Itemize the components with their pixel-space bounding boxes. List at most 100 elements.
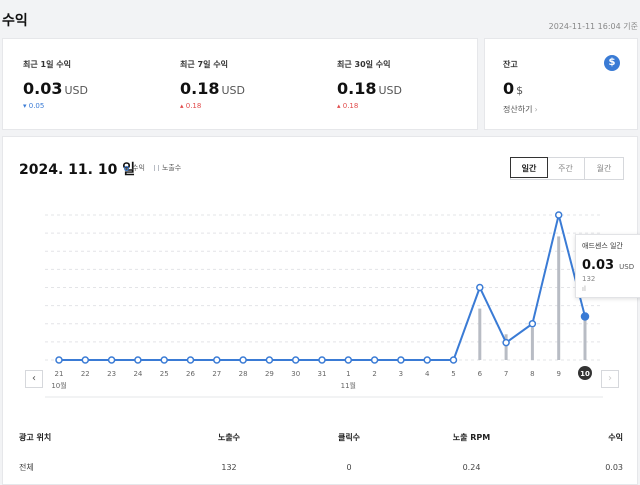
stat-7day: 최근 7일 수익 0.18 USD ▴ 0.18: [180, 59, 245, 110]
table-cell: 132: [221, 462, 237, 472]
table-cell: 0.24: [462, 462, 481, 472]
revenue-point: [476, 283, 484, 292]
stat-value: 0.18: [180, 79, 220, 98]
page-title: 수익: [2, 13, 28, 29]
revenue-point: [213, 356, 221, 364]
tab-monthly[interactable]: 월간: [596, 164, 612, 173]
tab-daily[interactable]: 일간: [510, 157, 548, 178]
revenue-point: [397, 356, 405, 364]
legend-impressions: 노출수: [153, 163, 181, 173]
tooltip-unit: USD: [619, 263, 635, 271]
impressions-bar: [583, 316, 587, 360]
revenue-point: [107, 356, 116, 364]
impressions-bar: [504, 334, 508, 360]
balance: 잔고 0 $ 정산하기 ›: [503, 59, 538, 115]
revenue-point: [449, 356, 458, 364]
x-tick-label: 2: [372, 370, 376, 378]
chart-next-button[interactable]: ›: [601, 370, 619, 388]
settle-link[interactable]: 정산하기 ›: [503, 105, 538, 114]
dollar-icon: $: [604, 55, 620, 71]
timestamp-label: 2024-11-11 16:04 기준: [548, 22, 638, 31]
x-tick-label: 26: [186, 370, 195, 378]
revenue-point: [318, 356, 326, 364]
x-tick-label: 4: [425, 370, 430, 378]
impressions-bar: [478, 308, 482, 360]
x-tick-label: 21: [55, 370, 64, 378]
caret-down-icon: ▾: [23, 102, 27, 110]
balance-unit: $: [516, 84, 524, 97]
revenue-point: [239, 356, 247, 364]
x-tick-label: 31: [318, 370, 327, 378]
balance-card: 잔고 0 $ 정산하기 › $: [484, 38, 638, 130]
table-header: 수익: [608, 432, 623, 442]
x-tick-label: 1: [346, 370, 350, 378]
legend-revenue: 수익: [124, 163, 145, 173]
chart-card: 2024. 11. 10 일 수익 노출수 일간 주간 월간 21 22 23 24 2…: [2, 136, 640, 485]
table-header: 노출수: [217, 432, 241, 442]
revenue-point: [370, 356, 379, 364]
chevron-right-icon: ›: [534, 105, 538, 114]
revenue-point: [423, 356, 431, 364]
x-tick-label: 29: [265, 370, 274, 378]
month-label: 10월: [51, 381, 66, 390]
x-tick-label: 28: [239, 370, 248, 378]
placement-table: 광고 위치 노출수 클릭수 노출 RPM 수익 전체 132 0 0.24 0.…: [19, 422, 623, 482]
x-tick-label: 25: [160, 370, 169, 378]
table-header-row: 광고 위치 노출수 클릭수 노출 RPM 수익: [19, 422, 623, 452]
circle-icon: [124, 165, 129, 171]
balance-value: 0: [503, 79, 515, 98]
tab-weekly[interactable]: 주간: [547, 158, 585, 179]
caret-up-icon: ▴: [180, 102, 184, 110]
table-header: 클릭수: [337, 432, 361, 442]
tooltip-impressions: 132: [582, 275, 596, 283]
selected-tick-marker: [578, 366, 592, 380]
revenue-point: [502, 338, 510, 347]
x-tick-label: 10: [580, 370, 590, 378]
revenue-point: [344, 356, 353, 364]
stat-unit: USD: [378, 84, 402, 97]
chart-tooltip: 애드센스 일간 0.03 USD 132 ıl: [575, 234, 640, 298]
table-row: 전체 132 0 0.24 0.03: [19, 452, 623, 482]
x-tick-label: 22: [81, 370, 90, 378]
stat-label: 최근 1일 수익: [23, 60, 71, 69]
impressions-bar: [530, 327, 534, 360]
x-tick-label: 27: [212, 370, 221, 378]
month-label: 11월: [341, 381, 356, 390]
caret-up-icon: ▴: [337, 102, 341, 110]
x-tick-label: 9: [556, 370, 560, 378]
stat-value: 0.18: [337, 79, 377, 98]
stat-value: 0.03: [23, 79, 63, 98]
stat-delta: ▴ 0.18: [180, 102, 202, 110]
revenue-point: [134, 356, 142, 364]
chart-prev-button[interactable]: ‹: [25, 370, 43, 388]
revenue-point: [265, 356, 274, 364]
table-cell: 0: [346, 462, 352, 472]
x-tick-label: 30: [291, 370, 300, 378]
revenue-point: [81, 356, 90, 364]
x-tick-label: 23: [107, 370, 116, 378]
x-tick-label: 8: [530, 370, 534, 378]
chart-legend: 수익 노출수: [124, 163, 181, 173]
x-tick-label: 5: [451, 370, 455, 378]
tooltip-value: 0.03: [582, 258, 615, 273]
x-tick-label: 3: [399, 370, 403, 378]
revenue-point: [186, 356, 195, 364]
revenue-point: [55, 356, 63, 364]
x-tick-label: 24: [133, 370, 142, 378]
stat-delta: ▾ 0.05: [23, 102, 45, 110]
table-cell: 전체: [19, 462, 34, 472]
stat-1day: 최근 1일 수익 0.03 USD ▾ 0.05: [23, 59, 88, 110]
revenue-point: [160, 356, 168, 364]
stat-delta: ▴ 0.18: [337, 102, 359, 110]
x-tick-label: 7: [504, 370, 508, 378]
revenue-point: [580, 312, 590, 321]
stat-label: 최근 7일 수익: [180, 60, 228, 69]
stat-label: 최근 30일 수익: [337, 60, 391, 69]
bar-icon: ıl: [582, 285, 586, 293]
x-tick-label: 6: [478, 370, 483, 378]
revenue-point: [554, 211, 563, 219]
stat-unit: USD: [64, 84, 88, 97]
balance-label: 잔고: [503, 60, 518, 69]
bar-icon: [153, 165, 159, 171]
